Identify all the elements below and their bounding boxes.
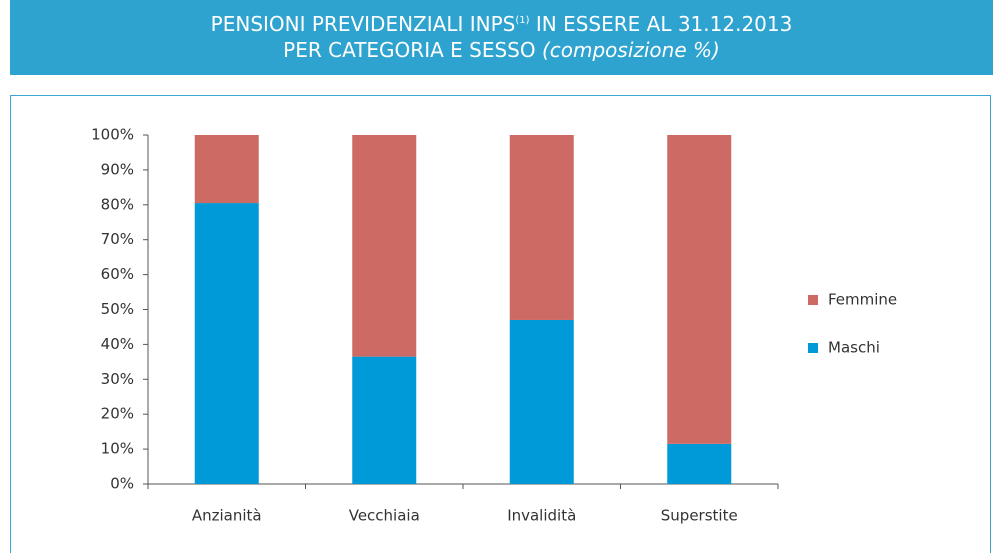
y-tick-label: 70% xyxy=(101,230,134,248)
y-tick-label: 60% xyxy=(101,265,134,283)
x-tick-label: Vecchiaia xyxy=(349,507,420,525)
bar-segment xyxy=(509,135,574,320)
title: PENSIONI PREVIDENZIALI INPS xyxy=(210,12,516,36)
legend-swatch xyxy=(808,343,818,353)
bar-segment xyxy=(509,319,574,484)
legend-swatch xyxy=(808,295,818,305)
y-tick-label: 80% xyxy=(101,195,134,213)
y-tick-label: 40% xyxy=(101,335,134,353)
y-tick-label: 10% xyxy=(101,440,134,458)
frame xyxy=(10,95,991,553)
x-tick-label: Invalidità xyxy=(507,507,576,525)
y-tick-label: 50% xyxy=(101,300,134,318)
bar-segment xyxy=(194,135,259,204)
title: PER CATEGORIA E SESSO xyxy=(283,38,542,62)
bar-segment xyxy=(352,135,417,357)
x-tick-label: Anzianità xyxy=(192,507,262,525)
y-tick-label: 20% xyxy=(101,405,134,423)
legend-label: Maschi xyxy=(828,339,880,357)
bar-segment xyxy=(352,356,417,484)
title: IN ESSERE AL 31.12.2013 xyxy=(529,12,793,36)
y-tick-label: 0% xyxy=(110,475,134,493)
y-tick-label: 90% xyxy=(101,160,134,178)
bar-segment xyxy=(194,203,259,484)
x-tick-label: Superstite xyxy=(661,507,738,525)
y-tick-label: 30% xyxy=(101,370,134,388)
title-band: PENSIONI PREVIDENZIALI INPS(1) IN ESSERE… xyxy=(10,0,993,75)
y-tick-label: 100% xyxy=(91,126,134,144)
title: (composizione %) xyxy=(541,38,720,62)
title-note: (1) xyxy=(515,15,530,26)
bar-segment xyxy=(667,443,732,484)
bar-segment xyxy=(667,135,732,444)
legend-label: Femmine xyxy=(828,291,897,309)
